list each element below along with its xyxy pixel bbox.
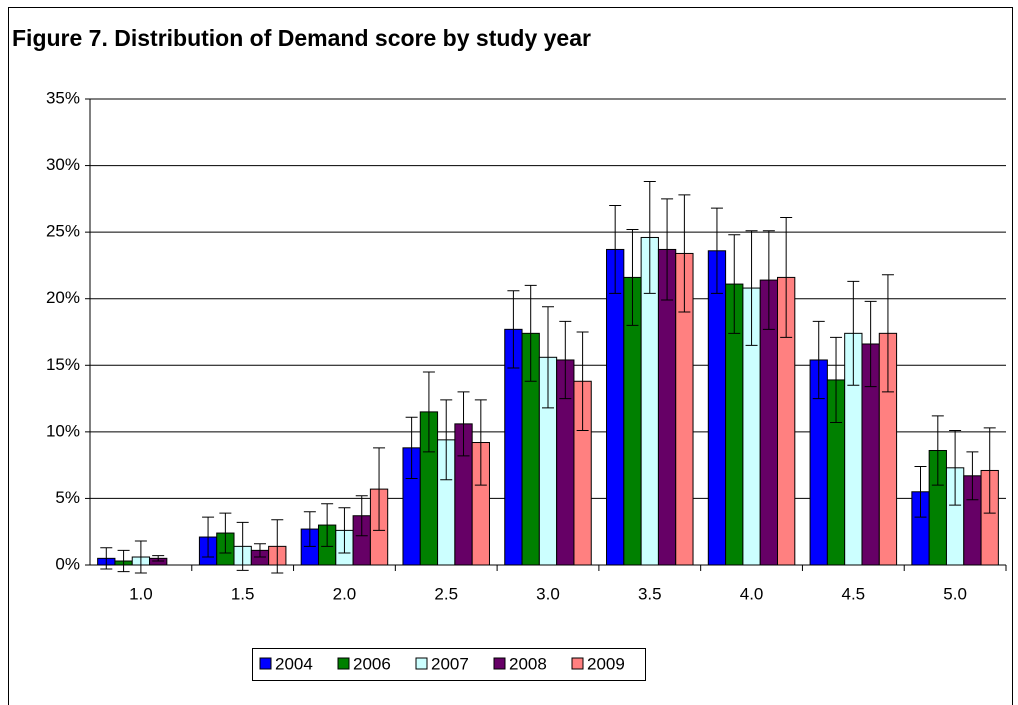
legend-label: 2004 — [275, 654, 313, 673]
error-bar — [559, 320, 572, 400]
x-tick-label: 1.0 — [129, 584, 153, 603]
error-bar — [100, 547, 113, 570]
error-bar — [678, 194, 691, 313]
error-bar — [661, 198, 674, 301]
error-bar — [405, 416, 418, 479]
error-bar — [507, 290, 520, 369]
error-bar — [745, 230, 758, 346]
chart-title: Figure 7. Distribution of Demand score b… — [12, 25, 591, 51]
x-tick-label: 3.5 — [638, 584, 662, 603]
error-bar — [966, 451, 979, 501]
x-tick-label: 3.0 — [536, 584, 560, 603]
error-bar — [710, 207, 723, 294]
error-bar — [355, 495, 368, 537]
x-tick-label: 1.5 — [231, 584, 255, 603]
error-bar — [830, 336, 843, 424]
bar — [606, 248, 625, 566]
error-bar — [983, 427, 996, 514]
error-bar — [847, 280, 860, 386]
x-tick-label: 2.0 — [333, 584, 357, 603]
error-bar — [780, 216, 793, 338]
error-bar — [914, 465, 927, 518]
error-bar — [134, 540, 147, 574]
error-bar — [609, 205, 622, 294]
legend-label: 2007 — [431, 654, 469, 673]
error-bar — [422, 371, 435, 453]
legend-label: 2008 — [509, 654, 547, 673]
error-bar — [643, 181, 656, 294]
error-bar — [271, 519, 284, 574]
error-bar — [236, 521, 249, 571]
legend-swatch — [493, 657, 506, 670]
x-tick-label: 5.0 — [943, 584, 967, 603]
x-tick-label: 4.5 — [842, 584, 866, 603]
x-tick-label: 2.5 — [434, 584, 458, 603]
error-bar — [576, 331, 589, 432]
error-bar — [881, 274, 894, 393]
y-tick-label: 35% — [46, 88, 80, 107]
error-bar — [338, 507, 351, 554]
error-bar — [457, 391, 470, 457]
legend-label: 2006 — [353, 654, 391, 673]
error-bar — [864, 300, 877, 388]
error-bar — [762, 230, 775, 330]
error-bar — [931, 415, 944, 486]
legend-label: 2009 — [587, 654, 625, 673]
y-tick-label: 0% — [55, 554, 80, 573]
x-tick-label: 4.0 — [740, 584, 764, 603]
error-bar — [440, 399, 453, 481]
bar — [707, 250, 727, 566]
y-tick-label: 10% — [46, 421, 80, 440]
legend-swatch — [571, 657, 584, 670]
error-bar — [152, 555, 165, 562]
legend-swatch — [259, 657, 272, 670]
y-tick-label: 15% — [46, 355, 80, 374]
error-bar — [542, 306, 554, 409]
error-bar — [626, 228, 639, 326]
error-bar — [219, 512, 232, 554]
y-tick-label: 5% — [55, 488, 80, 507]
error-bar — [253, 543, 266, 558]
error-bar — [728, 234, 741, 334]
y-tick-label: 20% — [46, 288, 80, 307]
error-bar — [321, 503, 334, 547]
error-bar — [812, 320, 825, 400]
y-tick-label: 30% — [46, 155, 80, 174]
error-bar — [474, 399, 487, 486]
error-bar — [524, 284, 537, 382]
error-bar — [949, 430, 962, 506]
error-bar — [202, 516, 215, 558]
legend-swatch — [415, 657, 428, 670]
error-bar — [117, 549, 130, 573]
legend-swatch — [337, 657, 350, 670]
y-tick-label: 25% — [46, 222, 80, 241]
error-bar — [373, 447, 386, 531]
error-bar — [303, 511, 316, 547]
